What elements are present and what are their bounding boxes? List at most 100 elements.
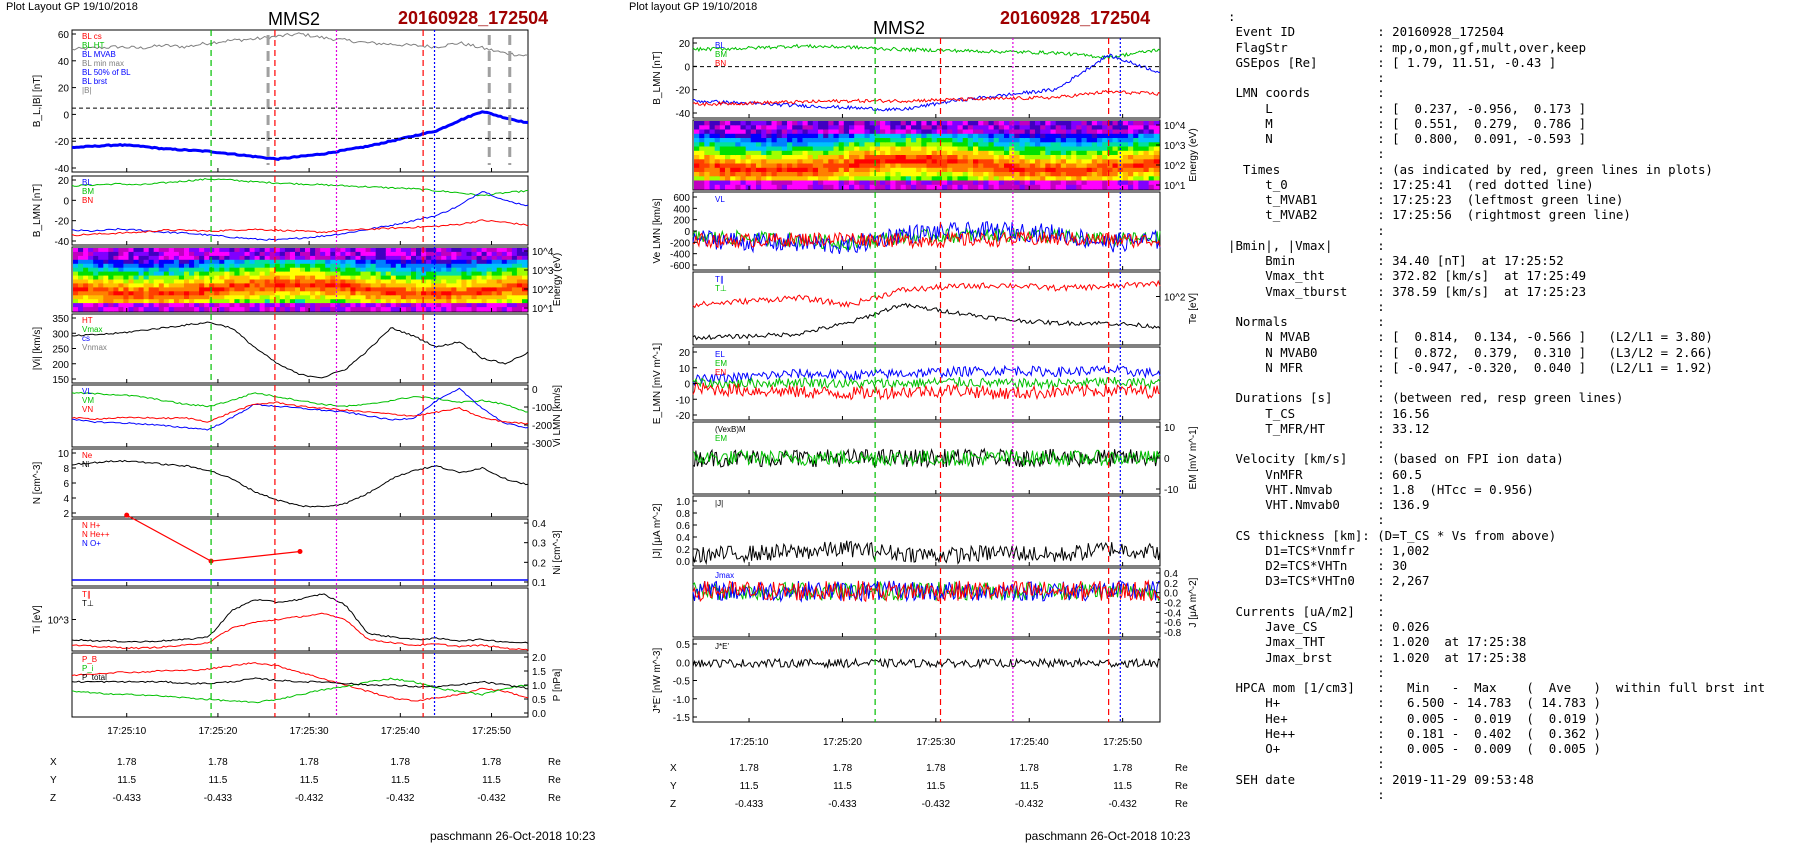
spectrogram-cell — [274, 299, 281, 304]
spectrogram-cell — [1076, 163, 1083, 169]
spectrogram-cell — [168, 248, 175, 253]
spectrogram-cell — [461, 303, 467, 308]
spectrogram-cell — [1050, 142, 1057, 148]
spectrogram-cell — [461, 283, 467, 288]
spectrogram-cell — [224, 255, 230, 261]
spectrogram-cell — [249, 275, 256, 281]
legend-entry: EM — [715, 434, 727, 443]
spectrogram-cell — [1097, 150, 1103, 156]
spectrogram-cell — [284, 259, 291, 265]
plot-layout-label-left: Plot Layout GP 19/10/2018 — [6, 1, 138, 13]
spectrogram-cell — [694, 150, 700, 156]
spectrogram-cell — [880, 184, 886, 190]
spectrogram-cell — [719, 133, 726, 139]
spectrogram-cell — [178, 259, 185, 265]
spectrogram-cell — [88, 299, 94, 304]
spectrogram-cell — [522, 307, 528, 312]
spectrogram-cell — [926, 121, 933, 126]
spectrogram-cell — [511, 307, 518, 312]
spectrogram-cell — [148, 251, 155, 257]
spectrogram-cell — [931, 184, 938, 190]
spectrogram-cell — [1066, 138, 1072, 143]
spectrogram-cell — [730, 121, 736, 126]
spectrogram-cell — [153, 303, 160, 308]
spectrogram-cell — [1107, 142, 1114, 148]
spectrogram-cell — [740, 133, 747, 139]
spectrogram-cell — [451, 275, 457, 281]
spectrogram-cell — [962, 167, 969, 173]
spectrogram-cell — [431, 251, 437, 257]
spectrogram-cell — [905, 180, 912, 186]
spectrogram-cell — [1029, 146, 1036, 152]
spectrogram-cell — [259, 291, 266, 296]
spectrogram-cell — [385, 255, 392, 261]
y-tick-label: -0.5 — [673, 677, 691, 688]
spectrogram-cell — [1014, 180, 1021, 186]
spectrogram-cell — [446, 263, 452, 269]
spectrogram-cell — [88, 248, 94, 253]
spectrogram-cell — [931, 150, 938, 156]
spectrogram-cell — [274, 271, 281, 277]
spectrogram-cell — [967, 142, 974, 148]
spectrogram-cell — [926, 172, 933, 177]
spectrogram-cell — [812, 125, 819, 131]
spectrogram-cell — [178, 263, 185, 269]
spectrogram-cell — [300, 299, 306, 304]
spectrogram-cell — [224, 287, 230, 292]
spectrogram-cell — [284, 291, 291, 296]
y-axis-label: Te [eV] — [1188, 293, 1199, 324]
spectrogram-cell — [1148, 172, 1155, 177]
spectrogram-cell — [229, 248, 235, 253]
spectrogram-cell — [315, 259, 321, 265]
spectrogram-cell — [1081, 167, 1088, 173]
spectrogram-cell — [345, 287, 351, 292]
y-tick-label: -10 — [676, 395, 691, 406]
spectrogram-cell — [229, 275, 235, 281]
spectrogram-cell — [244, 299, 251, 304]
y-tick-label: 0 — [684, 227, 690, 238]
spectrogram-cell — [436, 299, 442, 304]
spectrogram-cell — [1143, 138, 1150, 143]
spectrogram-cell — [1019, 172, 1026, 177]
spectrogram-cell — [1004, 125, 1010, 131]
spectrogram-cell — [730, 138, 736, 143]
spectrogram-cell — [740, 121, 747, 126]
spectrogram-cell — [838, 133, 845, 139]
spectrogram-cell — [481, 271, 488, 277]
spectrogram-cell — [108, 299, 114, 304]
spectrogram-cell — [199, 263, 205, 269]
spectrogram-cell — [178, 267, 185, 273]
spectrogram-cell — [340, 295, 346, 300]
spectrogram-cell — [792, 180, 798, 186]
spectrogram-cell — [1040, 172, 1046, 177]
spectrogram-cell — [400, 267, 407, 273]
spectrogram-cell — [1055, 150, 1062, 156]
spectrogram-cell — [807, 167, 814, 173]
spectrogram-cell — [375, 303, 382, 308]
left-ephemeris-unit: Re — [548, 775, 561, 786]
spectrogram-cell — [807, 180, 814, 186]
info-line: M : [ 0.551, 0.279, 0.786 ] — [1228, 115, 1587, 131]
spectrogram-cell — [516, 287, 523, 292]
spectrogram-cell — [289, 299, 296, 304]
spectrogram-cell — [895, 176, 902, 182]
y-tick-label: 4 — [63, 494, 69, 505]
info-line: : — [1228, 664, 1385, 680]
spectrogram-cell — [818, 184, 824, 190]
spectrogram-cell — [330, 299, 336, 304]
y-axis-label: J*E' [nW m^-3] — [652, 648, 663, 714]
spectrogram-cell — [988, 133, 995, 139]
spectrogram-cell — [973, 146, 979, 152]
spectrogram-cell — [224, 295, 230, 300]
spectrogram-cell — [471, 307, 478, 312]
spectrogram-cell — [335, 275, 341, 281]
spectrogram-cell — [709, 146, 716, 152]
spectrogram-cell — [516, 255, 523, 261]
spectrogram-cell — [1091, 184, 1098, 190]
info-line: Durations [s] : (between red, resp green… — [1228, 390, 1624, 406]
spectrogram-cell — [103, 275, 109, 281]
spectrogram-cell — [138, 267, 145, 273]
spectrogram-cell — [1004, 150, 1010, 156]
spectrogram-cell — [838, 176, 845, 182]
spectrogram-cell — [719, 138, 726, 143]
